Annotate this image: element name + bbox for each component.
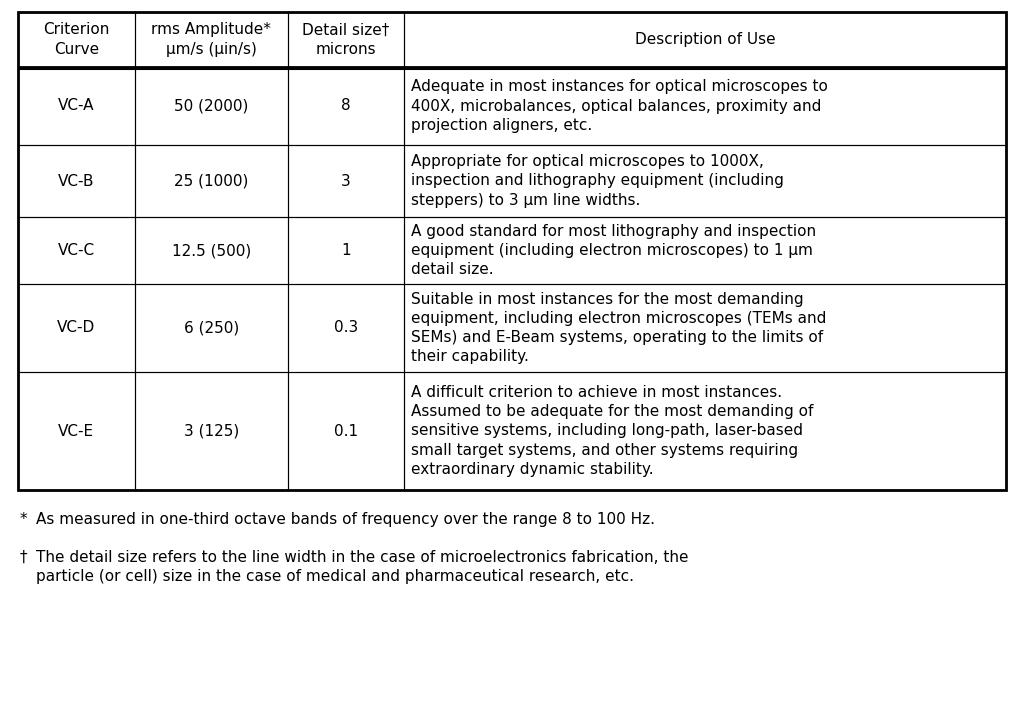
Text: 0.1: 0.1 <box>334 423 358 438</box>
Text: VC-C: VC-C <box>57 243 95 258</box>
Bar <box>18 67 134 145</box>
Bar <box>134 67 288 145</box>
Text: Adequate in most instances for optical microscopes to
400X, microbalances, optic: Adequate in most instances for optical m… <box>412 79 828 133</box>
Text: Description of Use: Description of Use <box>635 32 775 47</box>
Text: Criterion
Curve: Criterion Curve <box>43 23 110 57</box>
Bar <box>18 145 134 217</box>
Bar <box>404 67 1006 145</box>
Bar <box>288 284 404 372</box>
Text: VC-D: VC-D <box>57 320 95 335</box>
Text: VC-A: VC-A <box>58 99 94 113</box>
Bar <box>288 372 404 490</box>
Bar <box>288 67 404 145</box>
Text: rms Amplitude*
μm/s (μin/s): rms Amplitude* μm/s (μin/s) <box>152 23 271 57</box>
Text: VC-B: VC-B <box>58 174 94 189</box>
Text: The detail size refers to the line width in the case of microelectronics fabrica: The detail size refers to the line width… <box>36 550 688 584</box>
Text: 50 (2000): 50 (2000) <box>174 99 249 113</box>
Bar <box>18 12 134 67</box>
Bar <box>18 12 1006 490</box>
Bar <box>18 284 134 372</box>
Bar <box>288 145 404 217</box>
Bar <box>404 12 1006 67</box>
Text: 3 (125): 3 (125) <box>183 423 239 438</box>
Text: 6 (250): 6 (250) <box>183 320 239 335</box>
Bar <box>134 372 288 490</box>
Bar <box>18 372 134 490</box>
Text: 1: 1 <box>341 243 351 258</box>
Bar <box>134 284 288 372</box>
Bar <box>134 217 288 284</box>
Text: 12.5 (500): 12.5 (500) <box>172 243 251 258</box>
Bar <box>404 145 1006 217</box>
Text: *: * <box>20 512 28 527</box>
Bar <box>134 12 288 67</box>
Text: A difficult criterion to achieve in most instances.
Assumed to be adequate for t: A difficult criterion to achieve in most… <box>412 385 814 477</box>
Text: Detail size†
microns: Detail size† microns <box>302 23 390 57</box>
Text: 8: 8 <box>341 99 351 113</box>
Text: †: † <box>20 550 28 565</box>
Text: 25 (1000): 25 (1000) <box>174 174 249 189</box>
Bar <box>404 372 1006 490</box>
Text: Suitable in most instances for the most demanding
equipment, including electron : Suitable in most instances for the most … <box>412 291 826 364</box>
Text: 0.3: 0.3 <box>334 320 358 335</box>
Text: 3: 3 <box>341 174 351 189</box>
Bar <box>18 217 134 284</box>
Text: As measured in one-third octave bands of frequency over the range 8 to 100 Hz.: As measured in one-third octave bands of… <box>36 512 655 527</box>
Bar <box>134 145 288 217</box>
Text: VC-E: VC-E <box>58 423 94 438</box>
Bar <box>404 284 1006 372</box>
Bar <box>288 12 404 67</box>
Text: A good standard for most lithography and inspection
equipment (including electro: A good standard for most lithography and… <box>412 224 816 277</box>
Bar <box>288 217 404 284</box>
Bar <box>404 217 1006 284</box>
Text: Appropriate for optical microscopes to 1000X,
inspection and lithography equipme: Appropriate for optical microscopes to 1… <box>412 155 784 208</box>
